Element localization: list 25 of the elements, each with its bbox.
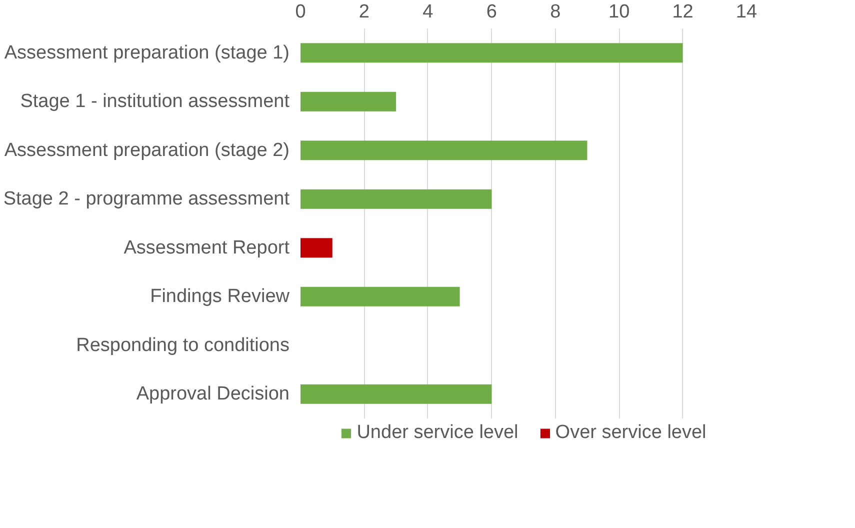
legend-label: Over service level [555,422,706,444]
y-tick-label: Assessment preparation (stage 2) [4,140,290,161]
x-tick-label: 14 [736,2,758,22]
x-tick-label: 10 [608,2,630,22]
x-tick-label: 2 [358,2,370,22]
legend-label: Under service level [356,422,518,444]
bar [300,238,332,258]
bar [300,140,588,160]
x-tick-label: 4 [422,2,434,22]
bar [300,384,492,404]
y-tick-label: Assessment preparation (stage 1) [4,42,290,64]
x-tick-label: 12 [672,2,694,22]
x-tick-label: 0 [295,2,306,22]
y-tick-label: Findings Review [150,286,290,308]
y-tick-label: Approval Decision [136,384,290,405]
y-tick-label: Assessment Report [124,237,290,258]
y-tick-label: Stage 1 - institution assessment [20,91,290,112]
x-tick-label: 8 [550,2,561,22]
y-tick-label: Responding to conditions [76,334,290,356]
y-tick-label: Stage 2 - programme assessment [3,188,290,210]
bar [300,286,460,306]
x-tick-label: 6 [486,2,497,22]
bar [300,189,492,209]
bar [300,92,396,112]
bar [300,43,683,63]
